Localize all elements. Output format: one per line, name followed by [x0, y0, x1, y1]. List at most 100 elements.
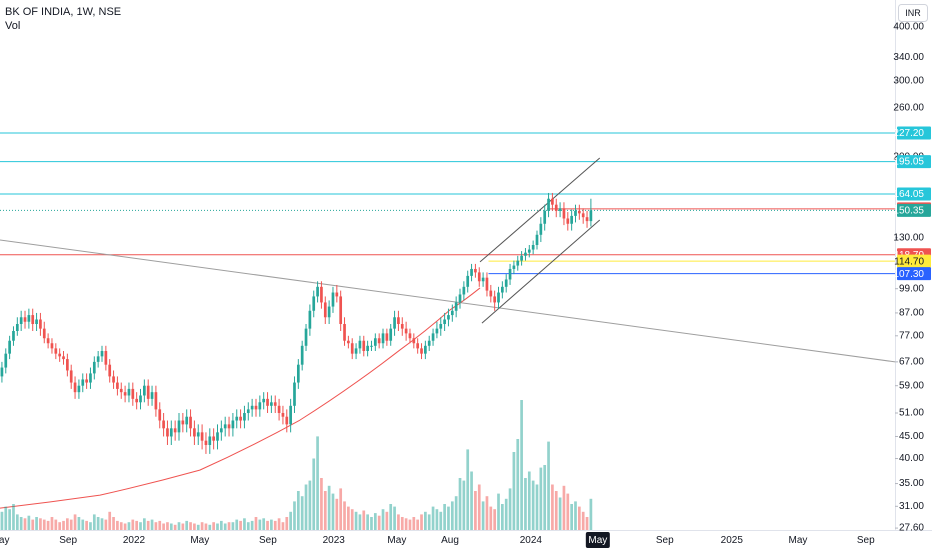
- candle-body: [293, 382, 296, 406]
- candle-body: [347, 340, 350, 344]
- volume-bar: [39, 518, 42, 530]
- volume-bar: [239, 520, 242, 530]
- x-tick-label: 2023: [323, 535, 346, 546]
- candle-body: [285, 416, 289, 425]
- volume-bar: [273, 520, 277, 530]
- volume-bar: [489, 506, 493, 530]
- volume-bar: [54, 519, 58, 530]
- x-tick-label: May: [0, 535, 9, 546]
- volume-bar: [108, 511, 112, 530]
- candle-body: [119, 388, 123, 393]
- level-label: 150.35: [893, 206, 924, 217]
- candle-body: [100, 351, 104, 357]
- candle-body: [131, 388, 135, 399]
- volume-bar: [377, 515, 381, 530]
- volume-bar: [443, 504, 446, 530]
- volume-bar: [577, 506, 581, 530]
- volume-bar: [381, 509, 385, 530]
- candle-body: [420, 348, 423, 354]
- candle-body: [239, 416, 242, 421]
- candle-body: [508, 268, 512, 280]
- volume-bar: [574, 501, 577, 530]
- currency-button[interactable]: [898, 4, 928, 22]
- volume-bar: [427, 514, 431, 530]
- volume-bar: [370, 517, 373, 530]
- level-badge: [897, 126, 931, 140]
- volume-bar: [373, 513, 377, 530]
- volume-bar: [485, 496, 489, 530]
- volume-bar: [562, 485, 566, 530]
- candle-body: [193, 428, 196, 437]
- candle-body: [96, 356, 100, 362]
- candle-body: [574, 210, 577, 216]
- candle-body: [551, 198, 554, 205]
- candle-body: [539, 223, 543, 235]
- candle-body: [543, 210, 547, 224]
- volume-bar: [554, 491, 558, 530]
- candle-body: [212, 436, 215, 441]
- volume-bar: [250, 520, 254, 530]
- volume-bar: [481, 501, 485, 530]
- candle-body: [62, 356, 65, 360]
- candle-body: [54, 348, 58, 354]
- volume-bar: [169, 523, 173, 530]
- currency-label[interactable]: INR: [905, 8, 921, 18]
- volume-bar: [389, 504, 393, 530]
- volume-bar: [397, 514, 400, 530]
- candle-body: [389, 328, 393, 341]
- volume-bar: [258, 519, 262, 530]
- candle-body: [531, 244, 535, 250]
- volume-bar: [450, 501, 454, 530]
- volume-bar: [216, 523, 219, 530]
- x-tick-label: May: [789, 535, 808, 546]
- trend-line: [481, 219, 601, 324]
- x-tick-label: Sep: [656, 535, 674, 546]
- level-badge: [897, 203, 931, 217]
- candle-body: [331, 292, 335, 307]
- candle-body: [300, 345, 304, 365]
- level-label: 114.70: [894, 256, 924, 267]
- volume-bar: [0, 511, 4, 530]
- y-tick-label: 40.00: [899, 453, 924, 464]
- candle-body: [320, 286, 323, 303]
- y-tick-label: 59.00: [899, 380, 924, 391]
- volume-bar: [543, 465, 547, 530]
- volume-bar: [204, 523, 208, 530]
- x-tick-label: 2025: [721, 535, 744, 546]
- volume-bar: [439, 511, 443, 530]
- candle-body: [4, 353, 8, 368]
- volume-bar: [504, 498, 508, 530]
- volume-bar: [143, 518, 146, 530]
- candle-body: [296, 364, 300, 383]
- candle-body: [258, 402, 262, 410]
- candle-body: [246, 409, 250, 414]
- candle-body: [323, 302, 327, 318]
- candle-body: [493, 296, 497, 303]
- volume-bar: [277, 518, 281, 530]
- volume-bar: [339, 488, 343, 530]
- candle-body: [219, 428, 223, 433]
- candle-body: [89, 373, 92, 383]
- candle-body: [92, 361, 96, 374]
- volume-bar: [31, 519, 35, 530]
- candle-body: [58, 353, 62, 357]
- candle-body: [339, 296, 343, 325]
- candle-body: [358, 340, 362, 349]
- candle-body: [227, 424, 231, 429]
- candle-body: [150, 392, 154, 399]
- volume-bar: [200, 522, 204, 530]
- candle-body: [15, 324, 19, 331]
- y-tick-label: 77.00: [899, 330, 924, 341]
- volume-bar: [558, 497, 562, 530]
- volume-bar: [123, 523, 127, 530]
- candle-body: [8, 340, 11, 354]
- volume-bar: [512, 452, 516, 530]
- candle-body: [39, 319, 42, 329]
- volume-bar: [270, 519, 273, 530]
- candle-body: [231, 420, 235, 429]
- volume-bar: [524, 478, 527, 530]
- volume-bar: [404, 518, 408, 530]
- volume-bar: [424, 511, 427, 530]
- volume-bar: [539, 467, 543, 530]
- candle-body: [177, 420, 181, 433]
